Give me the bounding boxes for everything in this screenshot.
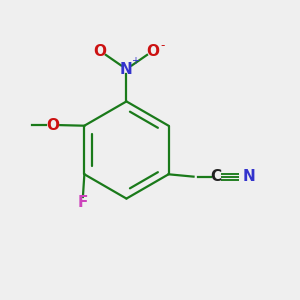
Text: F: F: [78, 195, 88, 210]
Text: O: O: [93, 44, 106, 59]
Text: N: N: [120, 61, 133, 76]
Text: +: +: [131, 56, 139, 66]
Text: N: N: [243, 169, 256, 184]
Text: O: O: [46, 118, 59, 133]
Text: C: C: [210, 169, 221, 184]
Text: O: O: [146, 44, 159, 59]
Text: -: -: [160, 39, 165, 52]
